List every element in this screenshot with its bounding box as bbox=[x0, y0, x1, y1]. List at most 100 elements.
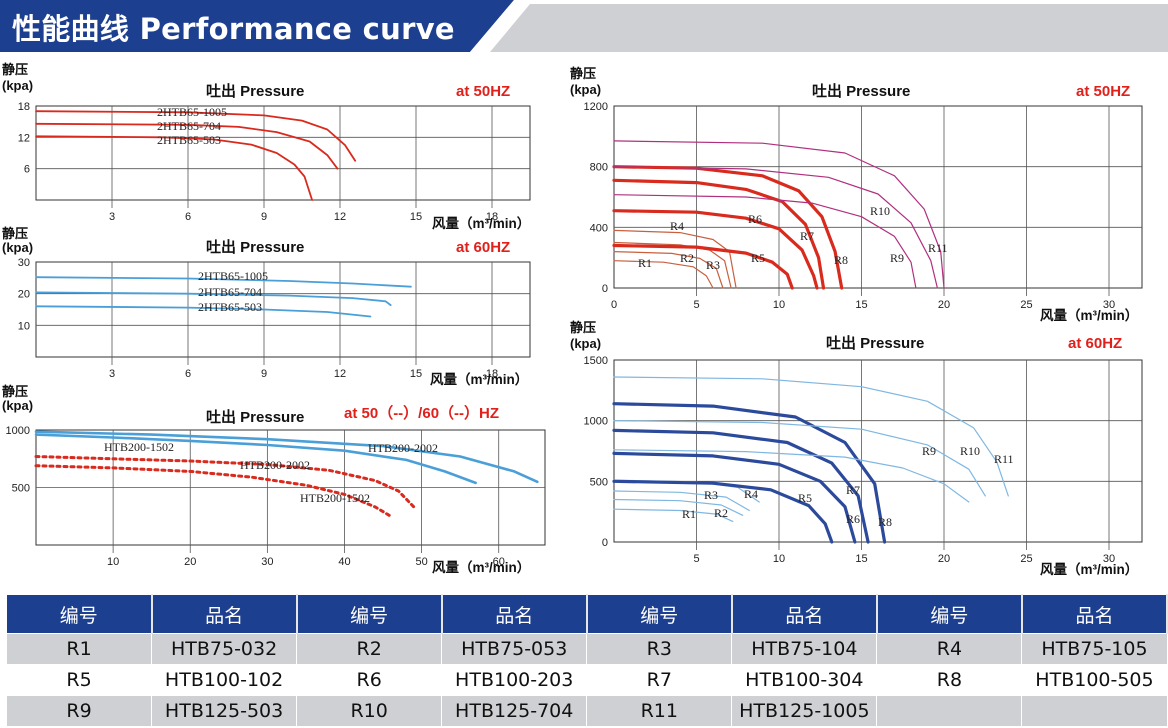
curve-label: R3 bbox=[706, 258, 720, 272]
frequency-label: at 50HZ bbox=[1076, 83, 1130, 100]
series-line bbox=[35, 135, 313, 201]
curve-label: 2HTB65-704 bbox=[157, 119, 221, 133]
x-tick-label: 10 bbox=[107, 556, 119, 568]
series-line bbox=[613, 498, 744, 516]
table-cell: R7 bbox=[586, 664, 733, 696]
y-axis-unit: (kpa) bbox=[2, 398, 33, 413]
x-tick-label: 10 bbox=[773, 299, 785, 311]
chart-title: 吐出 Pressure bbox=[812, 82, 910, 100]
table-row: R1 HTB75-032 R2 HTB75-053 R3 HTB75-104 R… bbox=[5, 633, 1168, 665]
y-tick-label: 500 bbox=[590, 476, 608, 488]
series-line bbox=[35, 291, 392, 306]
x-tick-label: 50 bbox=[415, 556, 427, 568]
x-tick-label: 18 bbox=[486, 211, 498, 223]
table-cell: R4 bbox=[876, 633, 1023, 665]
series-line bbox=[612, 479, 834, 544]
series-line bbox=[34, 433, 477, 485]
table-cell: R3 bbox=[586, 633, 733, 665]
plot-frame bbox=[613, 359, 1143, 543]
y-axis-unit: (kpa) bbox=[2, 240, 33, 255]
curve-label: R10 bbox=[960, 444, 980, 458]
header-cell-code: 编号 bbox=[586, 594, 733, 634]
curve-label: 2HTB65-503 bbox=[157, 133, 221, 147]
y-tick-label: 0 bbox=[602, 283, 608, 295]
frequency-label: at 60HZ bbox=[1068, 335, 1122, 352]
chart-60hz-2htb65: 10 20 30 3 6 9 12 15 18 静压(kpa) 吐出 Pressure at 60HZ… bbox=[2, 226, 531, 387]
table-cell: HTB75-053 bbox=[441, 633, 588, 665]
curve-label: R9 bbox=[922, 444, 936, 458]
series-line bbox=[34, 464, 393, 518]
header-cell-model: 品名 bbox=[731, 594, 878, 634]
x-tick-label: 15 bbox=[855, 299, 867, 311]
frequency-label: at 50（--）/60（--）HZ bbox=[344, 404, 499, 422]
x-axis-title: 风量（m³/min） bbox=[1040, 308, 1138, 323]
series-line bbox=[612, 428, 870, 544]
chart-title: 吐出 Pressure bbox=[206, 238, 304, 256]
curve-label: R6 bbox=[846, 512, 860, 526]
table-cell: HTB125-1005 bbox=[731, 695, 878, 727]
header-banner bbox=[0, 0, 1168, 52]
curve-label: R6 bbox=[748, 212, 762, 226]
series-line bbox=[35, 276, 412, 288]
y-tick-label: 1000 bbox=[6, 425, 30, 437]
curve-label: R2 bbox=[680, 251, 694, 265]
table-cell: R6 bbox=[296, 664, 443, 696]
series-line bbox=[35, 305, 372, 318]
y-tick-label: 10 bbox=[18, 320, 30, 332]
series-line bbox=[613, 229, 737, 289]
header-cell-code: 编号 bbox=[876, 594, 1023, 634]
curve-label: HTB200-2002 bbox=[368, 441, 438, 455]
y-tick-label: 18 bbox=[18, 101, 30, 113]
y-axis-title: 静压 bbox=[2, 226, 28, 241]
chart-60hz-r-series: 0 500 1000 1500 5 10 15 20 25 30 静压(kpa) 吐出 Pressur… bbox=[570, 320, 1143, 577]
curve-label: R7 bbox=[800, 229, 814, 243]
x-tick-label: 9 bbox=[261, 211, 267, 223]
curve-label: 2HTB65-503 bbox=[198, 300, 262, 314]
x-tick-label: 18 bbox=[486, 368, 498, 380]
table-cell: HTB100-505 bbox=[1021, 664, 1168, 696]
table-cell: R2 bbox=[296, 633, 443, 665]
x-tick-label: 6 bbox=[185, 211, 191, 223]
y-tick-label: 20 bbox=[18, 289, 30, 301]
y-tick-label: 0 bbox=[602, 537, 608, 549]
x-tick-label: 20 bbox=[938, 553, 950, 565]
curve-label: R1 bbox=[682, 507, 696, 521]
table-cell: HTB125-704 bbox=[441, 695, 588, 727]
header-cell-model: 品名 bbox=[441, 594, 588, 634]
table-cell: R11 bbox=[586, 695, 733, 727]
header-cell-model: 品名 bbox=[151, 594, 298, 634]
x-tick-label: 3 bbox=[109, 211, 115, 223]
chart-50hz-2htb65: 6 12 18 3 6 9 12 15 18 静压(kpa) 吐出 Pressure at 50HZ 风… bbox=[2, 62, 531, 231]
table-cell: HTB75-032 bbox=[151, 633, 298, 665]
y-axis-title: 静压 bbox=[570, 320, 596, 335]
chart-50hz-r-series: 400 800 1200 00 5 10 15 20 25 30 静压(kpa) 吐出 Pressur… bbox=[570, 66, 1143, 323]
series-line bbox=[613, 166, 938, 289]
curve-label: R9 bbox=[890, 251, 904, 265]
table-cell bbox=[876, 695, 1023, 727]
series-line bbox=[612, 209, 819, 290]
series-line bbox=[612, 243, 794, 290]
x-tick-label: 20 bbox=[938, 299, 950, 311]
curve-label: R11 bbox=[928, 241, 948, 255]
x-tick-label: 3 bbox=[109, 368, 115, 380]
curve-label: 2HTB65-1005 bbox=[198, 269, 268, 283]
curve-label: HTB200-1502 bbox=[104, 440, 174, 454]
x-tick-label: 25 bbox=[1020, 299, 1032, 311]
x-tick-label: 15 bbox=[855, 553, 867, 565]
chart-50-60hz-htb200: 500 1000 10 20 30 40 50 60 静压(kpa) 吐出 Pressure at … bbox=[2, 384, 546, 575]
x-axis-title: 风量（m³/min） bbox=[432, 216, 530, 231]
chart-title: 吐出 Pressure bbox=[206, 82, 304, 100]
table-cell bbox=[1021, 695, 1168, 727]
y-axis-unit: (kpa) bbox=[2, 78, 33, 93]
curve-label: R5 bbox=[751, 251, 765, 265]
curve-label: R8 bbox=[834, 253, 848, 267]
table-cell: R5 bbox=[5, 664, 153, 696]
table-cell: HTB75-104 bbox=[731, 633, 878, 665]
frequency-label: at 60HZ bbox=[456, 239, 510, 256]
series-line bbox=[613, 194, 917, 289]
table-cell: HTB75-105 bbox=[1021, 633, 1168, 665]
y-axis-title: 静压 bbox=[2, 62, 28, 77]
curve-label: R3 bbox=[704, 488, 718, 502]
y-axis-title: 静压 bbox=[2, 384, 28, 399]
y-tick-label: 1500 bbox=[584, 355, 608, 367]
